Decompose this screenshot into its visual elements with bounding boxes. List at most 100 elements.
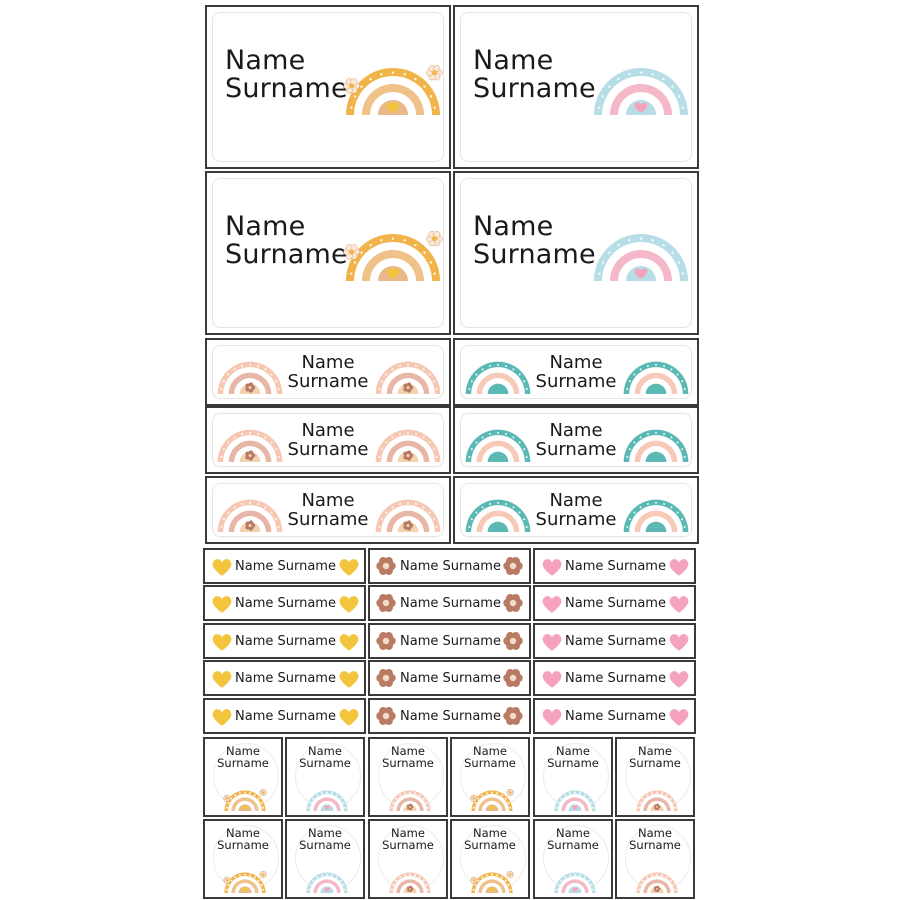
round-name-label: Name Surname	[203, 819, 283, 899]
round-name-label: Name Surname	[450, 819, 530, 899]
large-name-label: Name Surname	[205, 5, 451, 169]
surname-text: Surname	[382, 756, 434, 771]
full-name-text: Name Surname	[400, 709, 501, 724]
brown-flower-icon	[503, 706, 523, 726]
first-name: Name	[225, 211, 306, 242]
pink-heart-icon	[668, 706, 690, 728]
small-name-label: Name Surname	[533, 698, 696, 734]
brown-flower-icon	[503, 631, 523, 651]
teal-rainbow-icon	[623, 420, 689, 462]
pastel-rainbow-icon	[593, 207, 689, 281]
name-text: Name Surname	[617, 745, 693, 769]
pastel-rainbow-icon	[593, 41, 689, 115]
peach-rainbow-icon	[217, 352, 283, 394]
name-text: Name Surname	[370, 745, 446, 769]
surname-text: Surname	[535, 438, 617, 460]
first-name: Name	[638, 826, 672, 840]
name-text: Name Surname	[455, 353, 697, 392]
yellow-heart-icon	[211, 593, 233, 615]
name-text: Name Surname	[455, 420, 697, 460]
medium-name-label: Name Surname	[205, 476, 451, 544]
surname-text: Surname	[547, 838, 599, 853]
orange-rainbow-icon	[470, 859, 514, 893]
yellow-heart-icon	[338, 706, 360, 728]
full-name-text: Name Surname	[400, 596, 501, 611]
label-inner-border	[212, 12, 444, 162]
brown-flower-icon	[503, 593, 523, 613]
small-name-label: Name Surname	[203, 660, 366, 696]
first-name: Name	[391, 826, 425, 840]
surname-text: Surname	[473, 73, 596, 105]
first-name: Name	[556, 744, 590, 758]
peach-rainbow-icon	[375, 420, 441, 462]
yellow-heart-icon	[338, 668, 360, 690]
full-name-text: Name Surname	[235, 596, 336, 611]
name-text: Name Surname	[370, 827, 446, 851]
surname-text: Surname	[287, 438, 369, 460]
brown-flower-icon	[376, 668, 396, 688]
name-text: Name Surname	[207, 353, 449, 392]
peach-rainbow-icon	[375, 490, 441, 532]
orange-rainbow-icon	[343, 207, 443, 281]
small-name-label: Name Surname	[533, 623, 696, 659]
label-inner-border	[460, 413, 692, 467]
full-name-text: Name Surname	[235, 559, 336, 574]
name-text: Name Surname	[225, 211, 348, 270]
round-name-label: Name Surname	[615, 819, 695, 899]
pink-heart-icon	[668, 631, 690, 653]
surname-text: Surname	[535, 508, 617, 530]
name-text: Name Surname	[207, 490, 449, 530]
orange-rainbow-icon	[223, 859, 267, 893]
first-name: Name	[549, 420, 603, 441]
name-text: Name Surname	[617, 827, 693, 851]
yellow-heart-icon	[211, 668, 233, 690]
round-name-label: Name Surname	[533, 737, 613, 817]
name-text: Name Surname	[207, 421, 449, 460]
pastel-rainbow-icon	[554, 777, 596, 811]
first-name: Name	[301, 490, 355, 511]
full-name-text: Name Surname	[565, 671, 666, 686]
medium-name-label: Name Surname	[453, 476, 699, 544]
pastel-rainbow-icon	[554, 859, 596, 893]
peach-rainbow-icon	[217, 490, 283, 532]
full-name-text: Name Surname	[235, 634, 336, 649]
peach-rainbow-icon	[636, 777, 678, 811]
pink-heart-icon	[541, 556, 563, 578]
pink-heart-icon	[668, 593, 690, 615]
brown-flower-icon	[503, 668, 523, 688]
first-name: Name	[225, 45, 306, 76]
surname-text: Surname	[464, 838, 516, 853]
yellow-heart-icon	[338, 556, 360, 578]
name-text: Name Surname	[473, 212, 596, 270]
full-name-text: Name Surname	[400, 634, 501, 649]
large-name-label: Name Surname	[453, 5, 699, 169]
name-text: Name Surname	[455, 491, 697, 530]
teal-rainbow-icon	[465, 420, 531, 462]
name-text: Name Surname	[473, 46, 596, 105]
teal-rainbow-icon	[465, 352, 531, 394]
small-name-label: Name Surname	[203, 548, 366, 584]
pink-heart-icon	[541, 706, 563, 728]
full-name-text: Name Surname	[235, 671, 336, 686]
label-inner-border	[212, 413, 444, 467]
surname-text: Surname	[629, 756, 681, 771]
surname-text: Surname	[299, 838, 351, 853]
teal-rainbow-icon	[465, 490, 531, 532]
orange-rainbow-icon	[343, 41, 443, 115]
peach-rainbow-icon	[389, 777, 431, 811]
name-text: Name Surname	[205, 827, 281, 851]
surname-text: Surname	[535, 370, 617, 392]
first-name: Name	[473, 826, 507, 840]
first-name: Name	[308, 744, 342, 758]
full-name-text: Name Surname	[400, 671, 501, 686]
first-name: Name	[638, 744, 672, 758]
brown-flower-icon	[376, 593, 396, 613]
round-name-label: Name Surname	[368, 737, 448, 817]
medium-name-label: Name Surname	[205, 406, 451, 474]
surname-text: Surname	[299, 756, 351, 771]
small-name-label: Name Surname	[368, 585, 531, 621]
brown-flower-icon	[503, 556, 523, 576]
full-name-text: Name Surname	[400, 559, 501, 574]
pink-heart-icon	[541, 593, 563, 615]
pink-heart-icon	[541, 668, 563, 690]
